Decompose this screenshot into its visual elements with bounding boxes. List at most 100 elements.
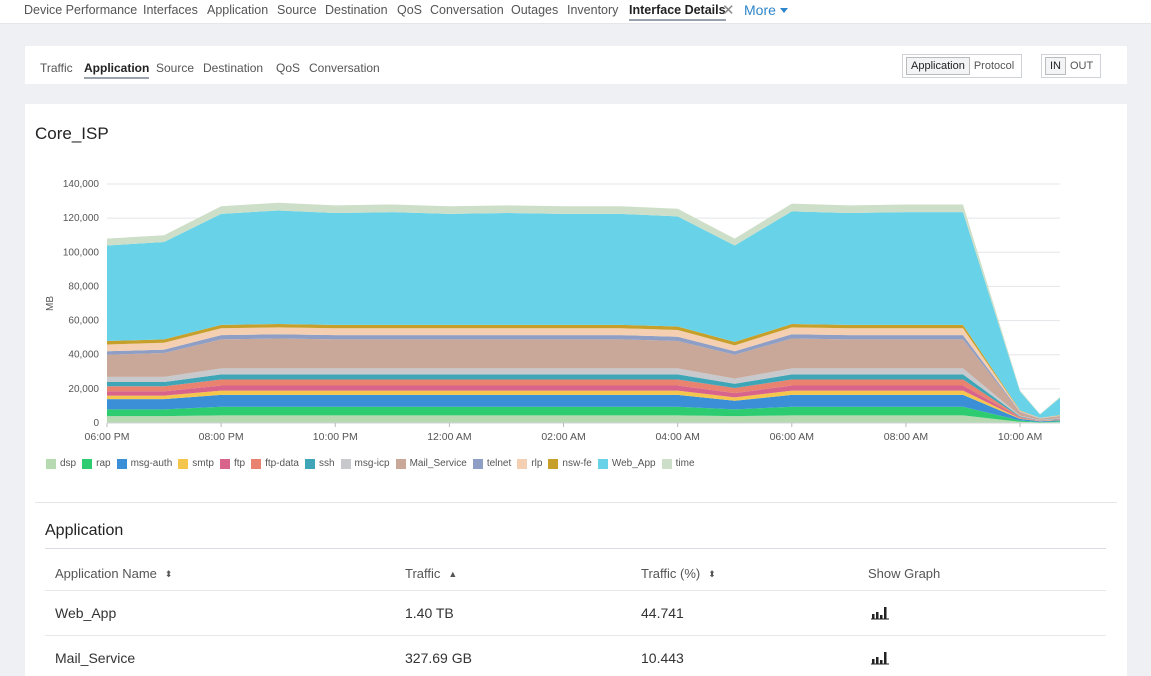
cell-application-name[interactable]: Mail_Service [55, 650, 136, 666]
legend-item[interactable]: smtp [178, 458, 214, 469]
column-label: Traffic (%) [641, 566, 701, 581]
sort-icon: ⬍ [708, 569, 716, 579]
nav-conversation[interactable]: Conversation [430, 3, 504, 17]
tab-application[interactable]: Application [84, 61, 150, 79]
legend-item[interactable]: nsw-fe [548, 458, 592, 469]
x-tick-label: 10:00 PM [313, 431, 358, 443]
toggle-application[interactable]: Application [906, 57, 970, 75]
legend-label: smtp [192, 458, 214, 469]
column-label: Show Graph [868, 566, 941, 581]
divider [35, 502, 1117, 503]
cell-application-name[interactable]: Web_App [55, 605, 117, 621]
nav-outages[interactable]: Outages [511, 3, 559, 17]
column-header-traffic[interactable]: Traffic ▲ [405, 566, 457, 581]
series-area-mail-service [107, 338, 1060, 421]
nav-inventory[interactable]: Inventory [567, 3, 619, 17]
column-header-application-name[interactable]: Application Name ⬍ [55, 566, 172, 581]
y-tick-label: 20,000 [68, 384, 99, 395]
series-area-rap [107, 406, 1060, 423]
cell-traffic: 1.40 TB [405, 605, 454, 621]
legend-label: telnet [486, 458, 512, 469]
legend-item[interactable]: time [661, 458, 695, 469]
tab-source[interactable]: Source [156, 61, 195, 75]
nav-device-performance[interactable]: Device Performance [24, 3, 138, 17]
top-nav: Device Performance Interfaces Applicatio… [0, 0, 1151, 24]
cell-traffic: 327.69 GB [405, 650, 472, 666]
series-area-telnet [107, 334, 1060, 419]
series-area-web-app [107, 210, 1060, 418]
nav-application[interactable]: Application [207, 3, 269, 17]
more-label: More [744, 2, 776, 18]
bar-graph-icon[interactable] [870, 604, 890, 620]
legend-item[interactable]: msg-icp [340, 458, 390, 469]
legend-label: nsw-fe [562, 458, 592, 469]
legend-label: msg-auth [130, 458, 173, 469]
close-icon[interactable]: ✕ [722, 2, 735, 19]
legend-item[interactable]: Web_App [597, 458, 656, 469]
y-tick-label: 100,000 [63, 247, 100, 258]
cell-traffic-percent: 44.741 [641, 605, 684, 621]
legend-item[interactable]: rap [82, 458, 111, 469]
nav-interface-details[interactable]: Interface Details [629, 3, 726, 21]
toggle-in[interactable]: IN [1045, 57, 1066, 75]
column-header-show-graph: Show Graph [868, 566, 940, 581]
chevron-down-icon [779, 8, 788, 13]
x-tick-label: 04:00 AM [655, 431, 699, 443]
legend-swatch [597, 458, 608, 469]
y-tick-label: 60,000 [68, 316, 99, 327]
section-title: Application [45, 522, 124, 539]
legend-label: rlp [531, 458, 543, 469]
series-area-rlp [107, 327, 1060, 419]
legend-label: msg-icp [354, 458, 390, 469]
legend-item[interactable]: ftp-data [251, 458, 299, 469]
legend-item[interactable]: msg-auth [116, 458, 173, 469]
more-menu[interactable]: More [744, 2, 788, 18]
tab-qos[interactable]: QoS [276, 61, 301, 75]
toggle-out[interactable]: OUT [1070, 60, 1094, 72]
nav-destination[interactable]: Destination [325, 3, 388, 17]
series-area-dsp [107, 415, 1060, 423]
legend-label: ftp [233, 458, 246, 469]
x-tick-label: 06:00 AM [770, 431, 814, 443]
legend-item[interactable]: rlp [517, 458, 542, 469]
x-tick-label: 12:00 AM [427, 431, 471, 443]
legend-item[interactable]: telnet [472, 458, 512, 469]
legend-swatch [304, 458, 315, 469]
series-area-ssh [107, 374, 1060, 421]
legend-item[interactable]: ssh [304, 458, 335, 469]
cell-traffic-percent: 10.443 [641, 650, 684, 666]
y-tick-label: 0 [93, 418, 99, 429]
sort-asc-icon: ▲ [448, 569, 458, 579]
toggle-protocol[interactable]: Protocol [973, 60, 1015, 72]
legend-item[interactable]: Mail_Service [395, 458, 467, 469]
y-tick-label: 140,000 [63, 179, 100, 190]
tab-traffic[interactable]: Traffic [40, 61, 73, 75]
x-tick-label: 08:00 PM [199, 431, 244, 443]
nav-source[interactable]: Source [277, 3, 317, 17]
bar-graph-icon[interactable] [870, 649, 890, 665]
legend-item[interactable]: ftp [219, 458, 246, 469]
tab-destination[interactable]: Destination [203, 61, 264, 75]
y-axis-label: MB [45, 296, 56, 311]
legend-label: time [675, 458, 695, 469]
x-tick-label: 10:00 AM [998, 431, 1042, 443]
legend-swatch [548, 458, 559, 469]
x-tick-label: 06:00 PM [85, 431, 130, 443]
nav-interfaces[interactable]: Interfaces [143, 3, 198, 17]
legend-item[interactable]: dsp [46, 458, 76, 469]
legend-swatch [661, 458, 672, 469]
column-label: Traffic [405, 566, 441, 581]
nav-qos[interactable]: QoS [397, 3, 423, 17]
direction-toggle: IN OUT [1041, 54, 1102, 78]
y-tick-label: 40,000 [68, 350, 99, 361]
sort-icon: ⬍ [164, 569, 173, 579]
legend-swatch [395, 458, 406, 469]
legend-label: ftp-data [265, 458, 299, 469]
legend-label: dsp [60, 458, 77, 469]
legend-swatch [219, 458, 230, 469]
column-header-traffic-percent[interactable]: Traffic (%) ⬍ [641, 566, 716, 581]
series-area-ftp-data [107, 379, 1060, 421]
series-area-msg-auth [107, 394, 1060, 422]
series-area-smtp [107, 390, 1060, 422]
tab-conversation[interactable]: Conversation [309, 61, 380, 75]
